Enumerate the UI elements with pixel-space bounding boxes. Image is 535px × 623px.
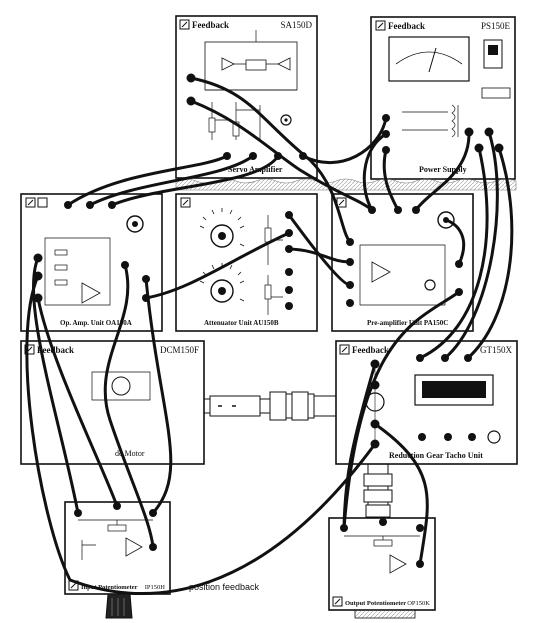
position-feedback-caption: position feedback [189,582,260,592]
power-supply-module: Feedback PS150E Power Supply [370,16,516,180]
servo-amp-brand: Feedback [192,20,229,30]
servo-amp-code: SA150D [280,20,312,30]
servo-amp-name: Servo Amplifier [228,165,283,174]
power-supply-code: PS150E [481,21,511,31]
motor-icon [111,376,131,396]
gear-name: Reduction Gear Tacho Unit [389,451,483,460]
preamp-symbol-icon [371,261,391,283]
input-potentiometer-module: Input Potentiometer IP150H [64,501,171,619]
preamp-name: Pre-amplifier Unit PA150C [367,319,448,327]
op-amp-name: Op. Amp. Unit OA150A [60,319,132,327]
power-supply-brand: Feedback [388,21,425,31]
output-pot-code: OP150K [407,600,430,607]
output-potentiometer-module: Output Potentiometer OP150K [328,517,436,619]
dc-motor-brand: Feedback [37,345,74,355]
attenuator-name: Attenuator Unit AU150B [204,319,279,327]
op-amp-symbol-icon [81,282,101,304]
gear-brand: Feedback [352,345,389,355]
patch-cables [25,76,514,595]
servo-amplifier-module: Feedback SA150D Servo Amplifier [175,15,318,179]
gear-output-shaft [363,464,393,520]
attenuator-module: Attenuator Unit AU150B [175,193,318,332]
output-pot-name: Output Potentiometer [345,600,406,607]
coupling-shaft [204,391,337,421]
dc-motor-name: dc Motor [115,449,145,458]
digital-display-icon [422,381,486,398]
power-switch-icon[interactable] [488,45,498,55]
gear-code: GT150X [480,345,512,355]
dc-motor-module: Feedback DCM150F dc Motor [20,340,205,465]
power-supply-name: Power Supply [419,165,467,174]
ammeter-icon [388,36,470,82]
op-amp-module: Op. Amp. Unit OA150A [20,193,163,332]
gear-tacho-module: Feedback GT150X Reduction Gear Tacho Uni… [335,340,518,465]
input-pot-code: IP150H [145,584,166,591]
input-knob-icon[interactable] [105,593,133,619]
input-pot-name: Input Potentiometer [81,584,138,591]
dc-motor-code: DCM150F [160,345,199,355]
preamp-module: Pre-amplifier Unit PA150C [331,193,474,332]
